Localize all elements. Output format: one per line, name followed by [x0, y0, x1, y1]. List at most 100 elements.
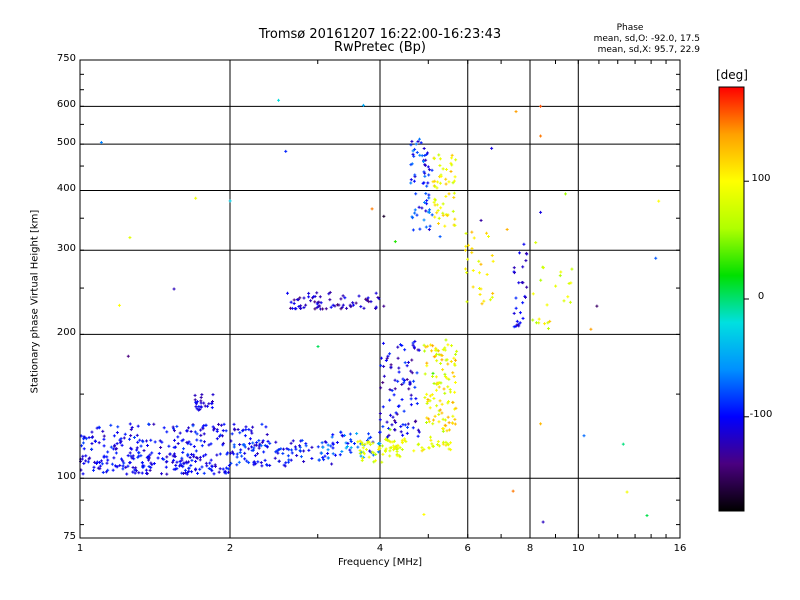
data-point: [302, 296, 306, 300]
data-point: [290, 448, 294, 452]
data-point: [105, 461, 109, 465]
data-point: [449, 441, 453, 445]
data-point: [654, 256, 658, 260]
data-point: [415, 402, 419, 406]
data-point: [432, 200, 436, 204]
data-point: [212, 428, 216, 432]
data-point: [438, 181, 442, 185]
data-point: [340, 449, 344, 453]
data-point: [521, 301, 525, 305]
data-point: [304, 444, 308, 448]
data-point: [202, 440, 206, 444]
data-point: [302, 449, 306, 453]
data-point: [393, 439, 397, 443]
data-point: [238, 431, 242, 435]
data-point: [134, 469, 138, 473]
data-point: [128, 422, 132, 426]
data-point: [361, 103, 365, 107]
data-point: [434, 375, 438, 379]
data-point: [444, 177, 448, 181]
data-point: [221, 429, 225, 433]
data-point: [381, 425, 385, 429]
colorbar-tick-label: -100: [749, 408, 773, 420]
data-point: [425, 401, 429, 405]
data-point: [444, 443, 448, 447]
data-point: [409, 181, 413, 185]
data-point: [202, 424, 206, 428]
data-point: [319, 307, 323, 311]
data-point: [524, 259, 528, 263]
data-point: [90, 442, 94, 446]
data-point: [425, 202, 429, 206]
data-point: [126, 464, 130, 468]
data-point: [441, 348, 445, 352]
data-point: [205, 404, 209, 408]
data-point: [426, 398, 430, 402]
data-point: [429, 438, 433, 442]
data-point: [194, 405, 198, 409]
data-point: [393, 240, 397, 244]
data-point: [358, 452, 362, 456]
data-point: [518, 321, 522, 325]
data-point: [443, 224, 447, 228]
data-point: [118, 438, 122, 442]
data-point: [106, 458, 110, 462]
data-points: [79, 98, 661, 524]
data-point: [102, 437, 106, 441]
data-point: [446, 442, 450, 446]
data-point: [265, 463, 269, 467]
data-point: [112, 456, 116, 460]
data-point: [369, 300, 373, 304]
y-tick-label: 200: [56, 327, 76, 339]
data-point: [326, 448, 330, 452]
data-point: [452, 356, 456, 360]
data-point: [257, 444, 261, 448]
data-point: [95, 426, 99, 430]
data-point: [428, 210, 432, 214]
data-point: [186, 470, 190, 474]
data-point: [194, 467, 198, 471]
data-point: [298, 449, 302, 453]
data-point: [452, 179, 456, 183]
data-point: [348, 432, 352, 436]
data-point: [441, 429, 445, 433]
data-point: [437, 381, 441, 385]
data-point: [359, 442, 363, 446]
data-point: [443, 418, 447, 422]
data-point: [340, 305, 344, 309]
data-point: [160, 472, 164, 476]
data-point: [198, 455, 202, 459]
data-point: [238, 443, 242, 447]
data-point: [488, 298, 492, 302]
data-point: [207, 402, 211, 406]
data-point: [431, 371, 435, 375]
data-point: [425, 184, 429, 188]
data-point: [367, 300, 371, 304]
data-point: [441, 442, 445, 446]
data-point: [433, 179, 437, 183]
data-point: [240, 454, 244, 458]
data-point: [657, 199, 661, 203]
data-point: [153, 440, 157, 444]
data-point: [389, 363, 393, 367]
data-point: [399, 425, 403, 429]
data-point: [172, 287, 176, 291]
data-point: [313, 294, 317, 298]
data-point: [202, 401, 206, 405]
data-point: [411, 343, 415, 347]
data-point: [449, 161, 453, 165]
data-point: [399, 430, 403, 434]
data-point: [410, 371, 414, 375]
data-point: [534, 241, 538, 245]
data-point: [450, 156, 454, 160]
data-point: [284, 461, 288, 465]
data-point: [187, 460, 191, 464]
data-point: [398, 343, 402, 347]
data-point: [196, 471, 200, 475]
data-point: [356, 440, 360, 444]
data-point: [187, 469, 191, 473]
data-point: [440, 402, 444, 406]
data-point: [410, 215, 414, 219]
data-point: [198, 407, 202, 411]
data-point: [385, 420, 389, 424]
